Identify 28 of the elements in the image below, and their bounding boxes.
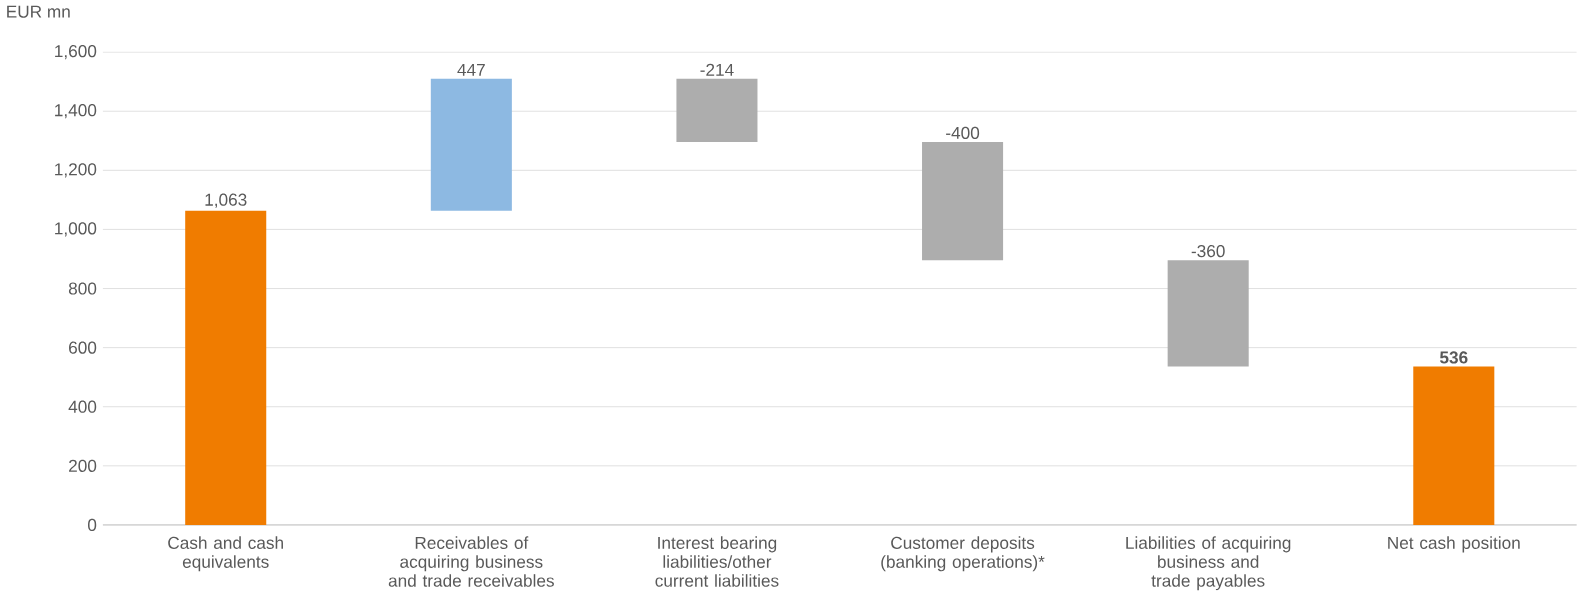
bar [185,210,267,525]
x-tick-label: Customer deposits (banking operations)* [881,536,1045,572]
y-tick-label: 200 [69,459,97,472]
bar [676,78,758,142]
data-label: 536 [1439,351,1468,364]
x-tick-label: Interest bearing liabilities/other current liabilities [655,536,779,587]
x-tick-label: Receivables of acquiring business and trade receivables [388,536,554,587]
bar [1167,260,1249,367]
bar [922,141,1004,261]
data-label: 1,063 [205,193,247,208]
bar [430,78,512,211]
data-label: -214 [700,63,734,76]
y-axis-title: EUR mn [7,5,70,18]
y-tick-label: 1,600 [55,45,97,60]
y-tick-label: 600 [69,341,97,354]
data-label: -360 [1191,245,1225,258]
bar [1413,366,1495,525]
y-tick-label: 1,400 [55,104,97,119]
x-tick-label: Liabilities of acquiring business and trade payables [1126,536,1291,591]
y-tick-label: 1,000 [55,222,97,237]
data-label: -400 [946,126,980,140]
x-tick-label: Net cash position [1388,536,1520,553]
y-tick-label: 400 [68,400,97,413]
y-tick-label: 0 [88,518,97,532]
y-tick-label: 800 [68,282,97,295]
y-tick-label: 1,200 [55,163,97,178]
x-tick-label: Cash and cash equivalents [168,536,283,572]
data-label: 447 [457,63,485,76]
